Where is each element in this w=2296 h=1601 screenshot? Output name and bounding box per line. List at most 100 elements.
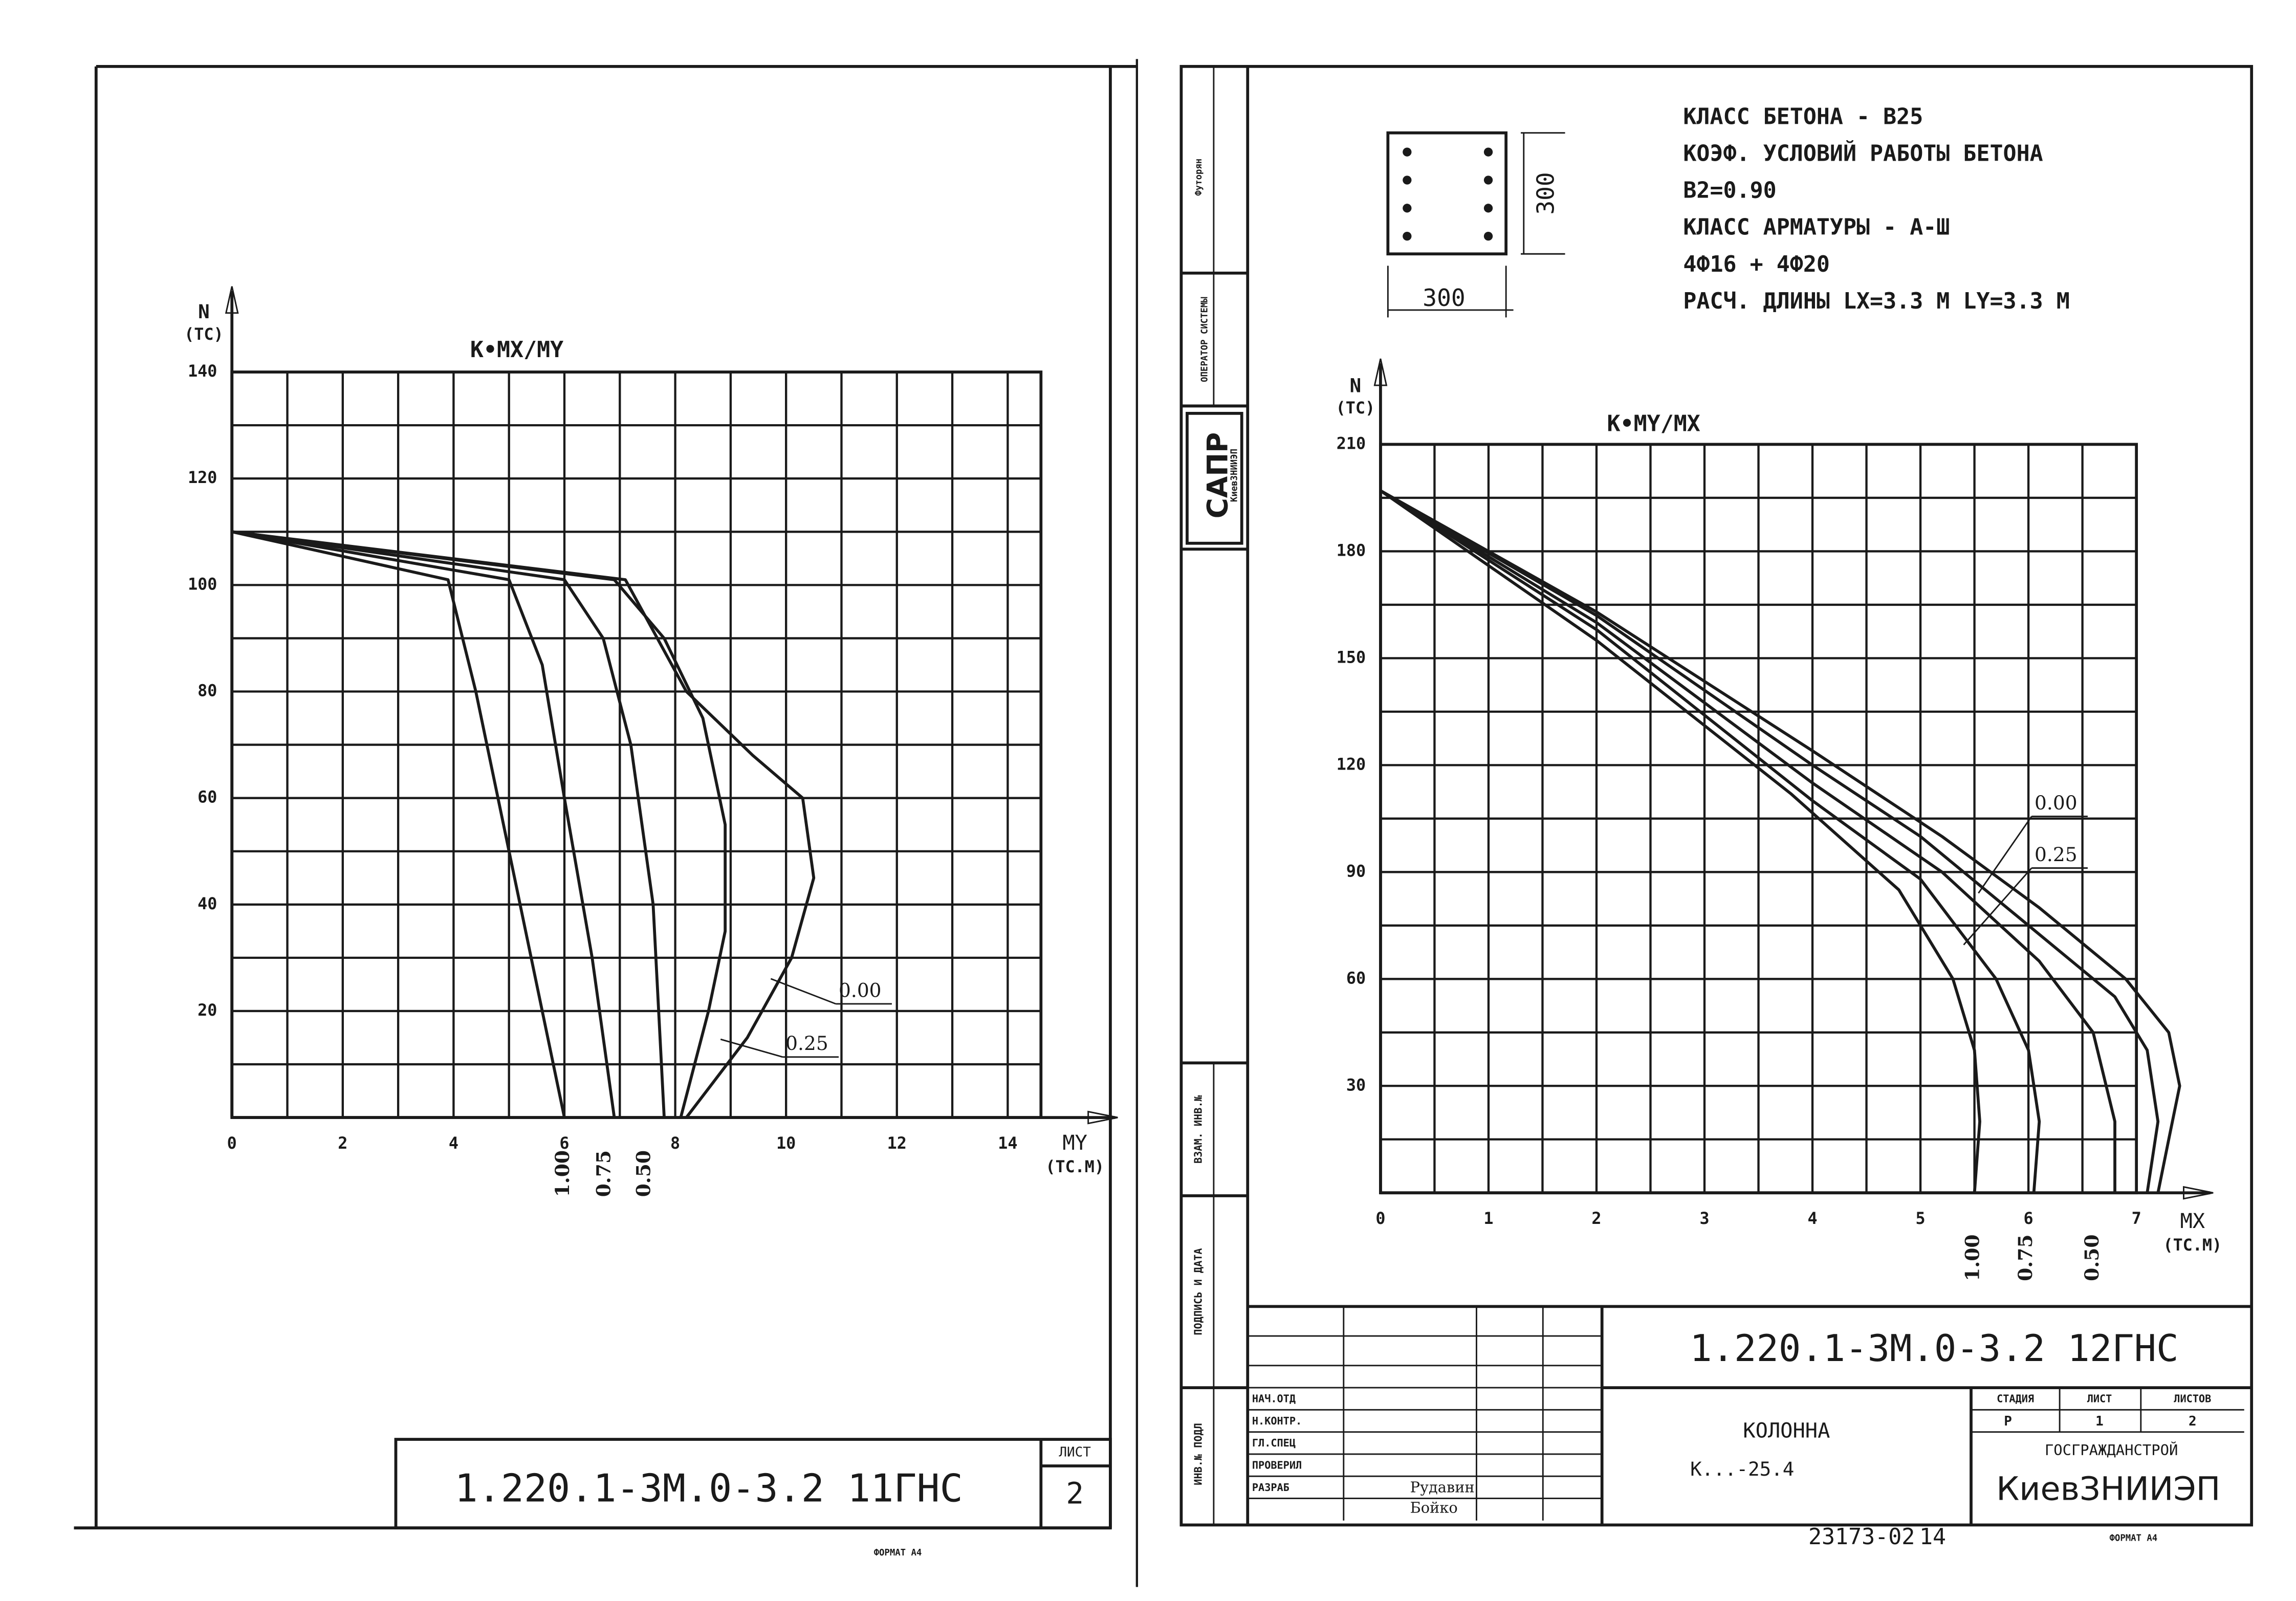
x-tick-label: 0: [227, 1134, 237, 1153]
curve: [231, 530, 727, 1118]
x-tick-label: 1: [1483, 1210, 1493, 1228]
cross-section: [1386, 131, 1565, 318]
chart-title: K•MY/MX: [1607, 411, 1700, 436]
left-sheet: 2: [1066, 1476, 1084, 1510]
label-leader: [720, 1038, 783, 1058]
side-inv-orig: ИНВ.№ ПОДЛ: [1192, 1423, 1205, 1485]
curve-label: 0.50: [632, 1150, 655, 1197]
y-tick-label: 80: [198, 682, 217, 700]
right-format: ФОРМАТ А4: [2110, 1533, 2158, 1543]
org-2: КиевЗНИИЭП: [1996, 1470, 2220, 1508]
sheets-label: ЛИСТОВ: [2174, 1393, 2211, 1405]
left-sheet-label: ЛИСТ: [1059, 1445, 1091, 1460]
x-tick-label: 5: [1916, 1210, 1926, 1228]
stage: Р: [2004, 1414, 2012, 1429]
notes: КЛАСС БЕТОНА - В25 КОЭФ. УСЛОВИЙ РАБОТЫ Б…: [1683, 104, 2069, 314]
sheets: 2: [2189, 1414, 2197, 1429]
side-inv-replace: ВЗАМ. ИНВ.№: [1192, 1094, 1205, 1164]
y-tick-label: 60: [1346, 969, 1366, 988]
x-tick-label: 14: [998, 1134, 1017, 1153]
x-tick-label: 10: [776, 1134, 796, 1153]
y-axis-arrow: [225, 286, 239, 314]
note: В2=0.90: [1683, 178, 1776, 204]
role: ГЛ.СПЕЦ: [1252, 1437, 1296, 1449]
y-axis-label: N: [1350, 374, 1362, 397]
x-axis-unit: (TC.M): [1045, 1158, 1104, 1176]
curve-label: 0.50: [2081, 1235, 2103, 1281]
stage-label: СТАДИЯ: [1997, 1393, 2034, 1405]
x-tick-label: 6: [559, 1134, 569, 1153]
y-tick-label: 40: [198, 895, 217, 913]
page-number: 14: [1919, 1524, 1946, 1550]
roles: НАЧ.ОТД Н.КОНТР. ГЛ.СПЕЦ ПРОВЕРИЛ РАЗРАБ: [1252, 1393, 1302, 1494]
object-name: КОЛОННА: [1743, 1419, 1830, 1443]
curve-label: 0.00: [2035, 792, 2078, 814]
section-height: 300: [1532, 172, 1559, 214]
chart-title: K•MX/MY: [470, 337, 563, 363]
x-axis-label: MY: [1062, 1131, 1087, 1155]
sheet-label: ЛИСТ: [2087, 1393, 2112, 1405]
y-tick-label: 120: [188, 469, 217, 487]
x-tick-label: 12: [887, 1134, 907, 1153]
note: РАСЧ. ДЛИНЫ LX=3.3 М LY=3.3 М: [1683, 289, 2069, 314]
left-frame: [74, 59, 1139, 1587]
curve: [1380, 489, 1981, 1193]
x-tick-label: 4: [449, 1134, 458, 1153]
y-axis-arrow: [1373, 358, 1388, 386]
note: КЛАСС АРМАТУРЫ - А-Ш: [1683, 215, 1950, 240]
curve: [231, 530, 566, 1118]
side-author: Футорян: [1194, 159, 1204, 196]
y-axis-unit: (TC): [184, 325, 223, 344]
x-axis-label: MX: [2180, 1209, 2205, 1233]
developed-by: Бойко: [1410, 1499, 1458, 1517]
checked-by: Рудавин: [1410, 1478, 1475, 1496]
x-tick-label: 7: [2132, 1210, 2141, 1228]
y-tick-label: 90: [1346, 862, 1366, 881]
left-code: 1.220.1-3М.0-3.2 11ГНС: [454, 1466, 963, 1511]
sheet: 1: [2095, 1414, 2104, 1429]
x-tick-label: 2: [1591, 1210, 1601, 1228]
curve-label: 0.25: [2035, 843, 2078, 866]
y-tick-label: 30: [1346, 1076, 1366, 1094]
curve-label: 0.75: [593, 1150, 615, 1197]
x-tick-label: 0: [1375, 1210, 1385, 1228]
curve-label: 0.75: [2014, 1235, 2037, 1281]
x-axis-arrow: [2183, 1186, 2214, 1200]
curve: [1380, 489, 2116, 1193]
y-tick-label: 120: [1337, 755, 1366, 774]
label-leader: [1978, 816, 2032, 894]
section-width: 300: [1423, 284, 1465, 312]
curve-label: 0.00: [839, 979, 882, 1001]
label-leader: [770, 978, 836, 1005]
role: Н.КОНТР.: [1252, 1415, 1302, 1427]
role: РАЗРАБ: [1252, 1481, 1289, 1494]
note: КЛАСС БЕТОНА - В25: [1683, 104, 1923, 129]
side-org: КиевЗНИИЭП: [1229, 449, 1239, 502]
left-format: ФОРМАТ А4: [874, 1548, 922, 1558]
curve: [1380, 489, 2041, 1193]
note: КОЭФ. УСЛОВИЙ РАБОТЫ БЕТОНА: [1683, 140, 2043, 166]
y-tick-label: 60: [198, 788, 217, 807]
role: НАЧ.ОТД: [1252, 1393, 1296, 1405]
right-stamp-rows: [1248, 1335, 1602, 1499]
x-tick-label: 6: [2024, 1210, 2033, 1228]
x-axis-unit: (TC.M): [2163, 1236, 2222, 1255]
order-number: 23173-02: [1808, 1524, 1915, 1550]
chart: 0 2 4 6 8 10 12 14 20 40 60 80 100 120 140 K•MX/MY N (TC)…: [184, 286, 1118, 1197]
side-signature: ПОДПИСЬ И ДАТА: [1192, 1248, 1205, 1335]
curve: [231, 530, 666, 1118]
charts: 0 2 4 6 8 10 12 1420406080100120140K•MX/MYN(TC)…: [184, 286, 2222, 1281]
x-axis-arrow: [1087, 1110, 1118, 1125]
curve-label: 0.25: [785, 1032, 828, 1055]
curve-label: 1.00: [1961, 1235, 1983, 1281]
right-frame: [1179, 64, 2254, 1527]
y-tick-label: 100: [188, 575, 217, 594]
side-operator: ОПЕРАТОР СИСТЕМЫ: [1200, 297, 1210, 382]
y-tick-label: 140: [188, 362, 217, 381]
object-mark: К...-25.4: [1690, 1458, 1794, 1480]
y-tick-label: 180: [1337, 541, 1366, 560]
y-axis-label: N: [198, 300, 210, 323]
note: 4Ф16 + 4Ф20: [1683, 252, 1830, 277]
